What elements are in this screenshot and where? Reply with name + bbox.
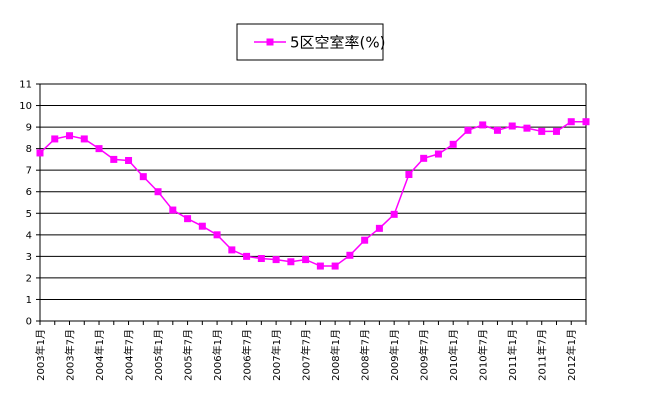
- data-point: [184, 215, 192, 223]
- data-point: [243, 252, 251, 260]
- y-tick-labels: 0 1 2 3 4 5 6 7 8 9 10 11: [19, 80, 40, 328]
- x-tick-label: 2005年7月: [182, 329, 195, 381]
- y-tick-label: 3: [26, 252, 32, 263]
- x-tick-label: 2006年7月: [241, 329, 254, 381]
- data-point: [375, 224, 383, 232]
- data-point: [479, 121, 487, 129]
- y-tick-label: 8: [26, 144, 32, 155]
- y-tick-label: 7: [26, 166, 32, 177]
- data-point: [316, 262, 324, 270]
- legend: 5区空室率(%): [236, 23, 386, 61]
- data-point: [213, 231, 221, 239]
- data-point: [110, 155, 118, 163]
- y-tick-label: 1: [26, 295, 32, 306]
- y-tick-label: 9: [26, 123, 32, 134]
- data-point: [66, 132, 74, 140]
- x-tick-label: 2012年1月: [565, 329, 578, 381]
- data-point: [139, 173, 147, 181]
- data-point: [198, 222, 206, 230]
- x-tick-label: 2010年7月: [477, 329, 490, 381]
- x-tick-label: 2006年1月: [211, 329, 224, 381]
- y-tick-label: 0: [26, 317, 32, 328]
- legend-label: 5区空室率(%): [290, 34, 386, 52]
- data-point: [434, 150, 442, 158]
- x-tick-label: 2008年7月: [359, 329, 372, 381]
- x-tick-label: 2009年7月: [418, 329, 431, 381]
- y-tick-label: 2: [26, 273, 32, 284]
- x-tick-label: 2005年1月: [152, 329, 165, 381]
- x-tick-label: 2004年7月: [123, 329, 136, 381]
- data-point: [582, 118, 590, 126]
- data-point: [169, 206, 177, 214]
- data-point: [508, 122, 516, 130]
- data-point: [228, 246, 236, 254]
- series-5ku-vacancy: [36, 118, 590, 270]
- y-tick-label: 11: [19, 80, 32, 91]
- data-point: [154, 188, 162, 196]
- data-point: [464, 126, 472, 134]
- legend-marker: [266, 38, 274, 46]
- data-point: [523, 124, 531, 132]
- data-point: [538, 127, 546, 135]
- data-point: [361, 236, 369, 244]
- data-point: [405, 170, 413, 178]
- x-tick-label: 2004年1月: [93, 329, 106, 381]
- data-point: [272, 256, 280, 264]
- data-point: [420, 154, 428, 162]
- y-tick-label: 6: [26, 187, 32, 198]
- data-point: [302, 256, 310, 264]
- grid-lines: [40, 83, 586, 300]
- data-point: [36, 149, 44, 157]
- y-tick-label: 10: [19, 101, 32, 112]
- x-tick-label: 2007年7月: [300, 329, 313, 381]
- data-point: [346, 251, 354, 259]
- y-tick-label: 5: [26, 209, 32, 220]
- x-tick-label: 2011年7月: [536, 329, 549, 381]
- data-point: [125, 156, 133, 164]
- x-tick-labels: 2003年1月 2003年7月 2004年1月 2004年7月 2005年1月 2005年…: [34, 321, 587, 381]
- x-tick-label: 2009年1月: [388, 329, 401, 381]
- data-point: [493, 126, 501, 134]
- data-point: [390, 210, 398, 218]
- data-point: [257, 255, 265, 263]
- data-point: [567, 118, 575, 126]
- x-tick-label: 2008年1月: [329, 329, 342, 381]
- data-point: [80, 135, 88, 143]
- y-tick-label: 4: [26, 230, 32, 241]
- x-tick-label: 2007年1月: [270, 329, 283, 381]
- axes: [39, 84, 587, 322]
- x-tick-label: 2011年1月: [506, 329, 519, 381]
- data-point: [449, 140, 457, 148]
- data-point: [552, 127, 560, 135]
- data-point: [287, 258, 295, 266]
- data-point: [95, 145, 103, 153]
- data-point: [51, 135, 59, 143]
- x-tick-label: 2010年1月: [447, 329, 460, 381]
- data-point: [331, 262, 339, 270]
- x-tick-label: 2003年1月: [34, 329, 47, 381]
- x-tick-label: 2003年7月: [64, 329, 77, 381]
- series-line: [39, 120, 586, 267]
